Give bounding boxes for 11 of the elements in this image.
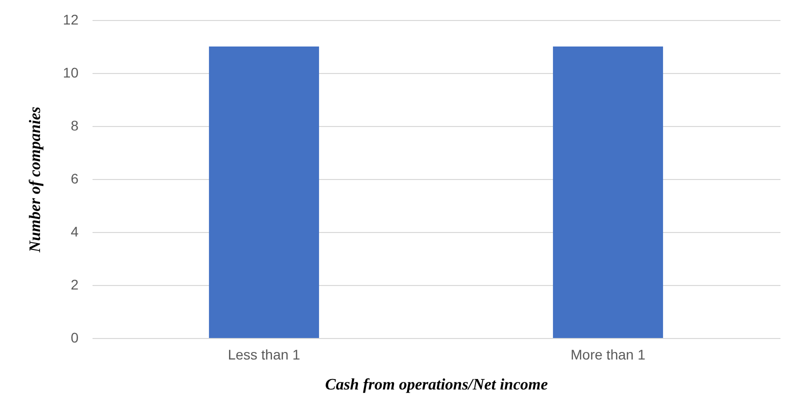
x-tick-label: Less than 1 xyxy=(228,346,300,362)
y-tick-label: 2 xyxy=(70,276,79,292)
y-tick-label: 10 xyxy=(62,64,79,80)
x-axis-title: Cash from operations/Net income xyxy=(325,376,548,394)
y-tick-label: 6 xyxy=(70,170,79,186)
y-tick-label: 0 xyxy=(70,330,79,346)
y-tick-label: 12 xyxy=(62,12,79,28)
x-tick-label: More than 1 xyxy=(570,346,646,362)
y-tick-label: 8 xyxy=(70,118,79,134)
y-tick-label: 4 xyxy=(70,224,79,240)
y-axis-title: Number of companies xyxy=(26,106,44,254)
